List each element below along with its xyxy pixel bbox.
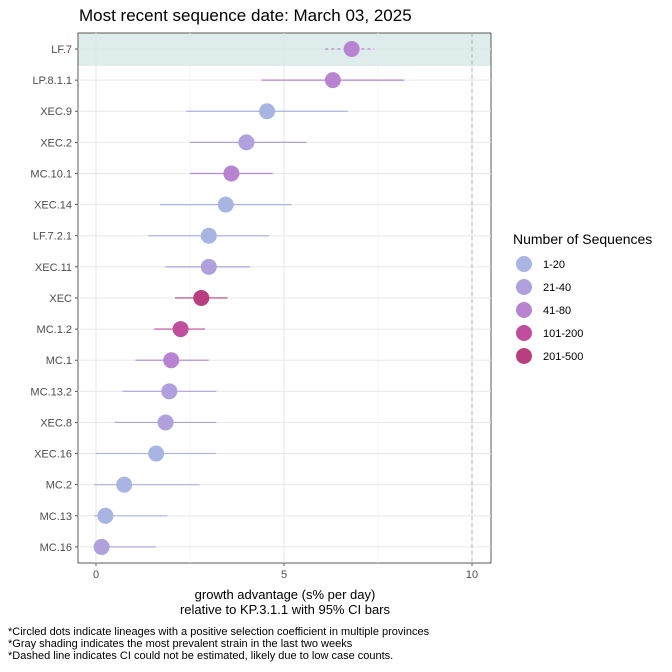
point (324, 72, 341, 89)
x-tick-label: 5 (281, 569, 287, 581)
legend-key (516, 302, 532, 318)
grid-lines (78, 33, 491, 563)
x-axis-label-line1: growth advantage (s% per day) (195, 587, 376, 602)
plot-marks (93, 41, 405, 555)
legend-label: 201-500 (543, 351, 583, 363)
y-axis-ticks: LF.7 LP.8.1.1 XEC.9 XEC.2 MC.10.1 XEC.14 LF.7.… (30, 44, 78, 554)
y-tick-label: LF.7 (51, 44, 72, 56)
y-tick-label: XEC.9 (40, 106, 72, 118)
y-tick-label: XEC.16 (34, 449, 72, 461)
x-tick-label: 10 (466, 569, 478, 581)
point (238, 134, 255, 151)
point (343, 41, 360, 57)
point (200, 258, 217, 275)
point (193, 289, 210, 306)
legend-label: 21-40 (543, 282, 571, 294)
y-tick-label: XEC.11 (35, 262, 72, 274)
legend: Number of Sequences 1-20 21-40 41-80 101-20… (513, 231, 652, 364)
y-tick-label: XEC.2 (40, 137, 72, 149)
y-tick-label: XEC (49, 293, 72, 305)
y-tick-label: LP.8.1.1 (32, 75, 72, 87)
point (161, 383, 178, 400)
footnote-gray-shading: *Gray shading indicates the most prevale… (8, 638, 353, 650)
y-tick-label: MC.16 (40, 542, 72, 554)
footnote-circled-dots: *Circled dots indicate lineages with a p… (8, 626, 430, 638)
point (223, 165, 240, 182)
point (148, 445, 165, 462)
point (259, 103, 276, 120)
x-tick-label: 0 (93, 569, 99, 581)
y-tick-label: MC.10.1 (30, 168, 72, 180)
y-tick-label: MC.1 (46, 355, 72, 367)
x-axis-ticks: 0 5 10 (93, 563, 478, 581)
y-tick-label: MC.1.2 (37, 324, 72, 336)
y-tick-label: LF.7.2.1 (33, 231, 72, 243)
legend-key (516, 279, 532, 295)
point (163, 352, 180, 369)
point (97, 507, 114, 524)
y-tick-label: MC.2 (46, 480, 72, 492)
point (172, 321, 189, 338)
point (93, 538, 110, 555)
legend-label: 41-80 (543, 305, 571, 317)
footnote-dashed-line: *Dashed line indicates CI could not be e… (8, 650, 394, 662)
legend-key (516, 325, 532, 341)
legend-label: 1-20 (543, 259, 565, 271)
y-tick-label: MC.13 (40, 511, 72, 523)
point (217, 196, 234, 213)
x-axis-label-line2: relative to KP.3.1.1 with 95% CI bars (180, 602, 391, 617)
point (157, 414, 174, 431)
point (116, 476, 133, 493)
chart-title: Most recent sequence date: March 03, 202… (79, 6, 412, 25)
y-tick-label: XEC.8 (40, 417, 72, 429)
most-prevalent-shading (78, 33, 491, 67)
legend-key (516, 348, 532, 364)
y-tick-label: XEC.14 (34, 200, 72, 212)
point (200, 227, 217, 244)
legend-key (516, 256, 532, 272)
legend-label: 101-200 (543, 328, 583, 340)
y-tick-label: MC.13.2 (30, 386, 72, 398)
legend-title: Number of Sequences (513, 231, 652, 247)
